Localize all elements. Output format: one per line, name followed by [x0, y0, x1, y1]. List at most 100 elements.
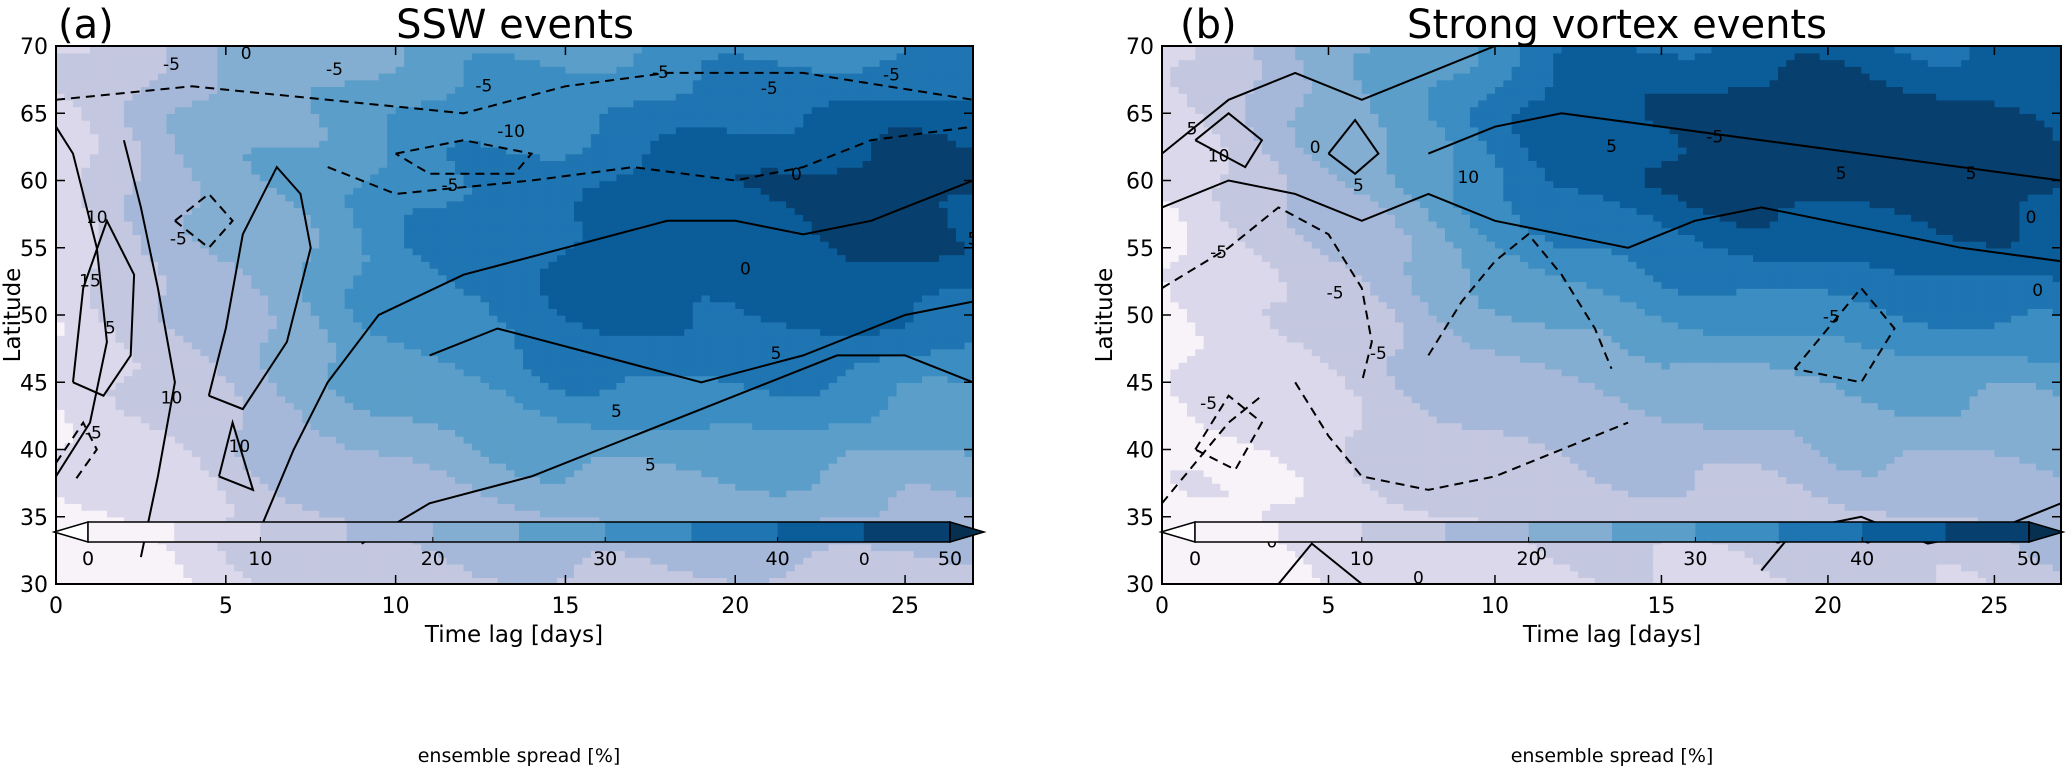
heatmap-cell	[828, 341, 838, 350]
heatmap-cell	[624, 550, 635, 558]
heatmap-cell	[837, 288, 847, 296]
heatmap-cell	[896, 570, 906, 578]
heatmap-cell	[684, 429, 694, 437]
heatmap-cell	[565, 570, 575, 578]
heatmap-cell	[463, 355, 473, 363]
heatmap-cell	[293, 496, 303, 504]
heatmap-cell	[336, 335, 346, 343]
heatmap-cell	[56, 308, 66, 316]
heatmap-cell	[854, 348, 864, 357]
heatmap-cell	[922, 489, 932, 498]
heatmap-cell	[174, 341, 185, 350]
heatmap-cell	[89, 341, 100, 350]
heatmap-cell	[607, 476, 618, 484]
heatmap-cell	[56, 341, 66, 350]
heatmap-cell	[395, 402, 405, 410]
heatmap-cell	[590, 415, 601, 424]
heatmap-cell	[582, 550, 592, 558]
heatmap-cell	[268, 415, 278, 424]
heatmap-cell	[327, 321, 337, 330]
heatmap-cell	[106, 301, 117, 309]
heatmap-cell	[72, 563, 83, 572]
heatmap-cell	[336, 570, 346, 578]
heatmap-cell	[922, 429, 932, 437]
heatmap-cell	[234, 294, 244, 303]
heatmap-cell	[183, 308, 193, 316]
heatmap-cell	[234, 429, 244, 437]
heatmap-cell	[81, 294, 91, 303]
heatmap-cell	[922, 315, 932, 323]
heatmap-cell	[794, 301, 804, 309]
heatmap-cell	[81, 388, 91, 397]
heatmap-cell	[64, 456, 74, 464]
heatmap-cell	[472, 570, 482, 578]
heatmap-cell	[157, 402, 168, 410]
heatmap-cell	[293, 362, 303, 370]
heatmap-cell	[429, 543, 439, 552]
heatmap-cell	[752, 462, 762, 471]
heatmap-cell	[684, 348, 694, 357]
heatmap-cell	[565, 489, 575, 498]
heatmap-cell	[72, 294, 83, 303]
heatmap-cell	[140, 503, 151, 511]
heatmap-cell	[421, 301, 431, 309]
heatmap-cell	[106, 469, 117, 478]
heatmap-cell	[616, 341, 626, 350]
heatmap-cell	[964, 543, 973, 552]
heatmap-cell	[573, 382, 584, 390]
heatmap-cell	[319, 510, 329, 518]
heatmap-cell	[472, 301, 482, 309]
heatmap-cell	[820, 355, 830, 363]
heatmap-cell	[548, 489, 558, 498]
heatmap-cell	[378, 415, 388, 424]
heatmap-cell	[446, 355, 456, 363]
heatmap-cell	[930, 308, 940, 316]
heatmap-cell	[387, 557, 397, 565]
heatmap-cell	[820, 503, 830, 511]
heatmap-cell	[735, 462, 745, 471]
heatmap-cell	[421, 483, 431, 491]
heatmap-cell	[641, 483, 652, 491]
heatmap-cell	[735, 442, 745, 451]
heatmap-cell	[463, 436, 473, 444]
heatmap-cell	[624, 355, 635, 363]
heatmap-cell	[964, 415, 973, 424]
heatmap-cell	[378, 510, 388, 518]
heatmap-cell	[854, 308, 864, 316]
heatmap-cell	[828, 348, 838, 357]
heatmap-cell	[217, 577, 227, 584]
heatmap-cell	[820, 476, 830, 484]
heatmap-cell	[616, 570, 626, 578]
heatmap-cell	[395, 382, 405, 390]
heatmap-cell	[871, 308, 881, 316]
heatmap-cell	[641, 395, 652, 404]
heatmap-cell	[862, 321, 872, 330]
heatmap-cell	[123, 315, 134, 323]
heatmap-cell	[947, 288, 957, 296]
heatmap-cell	[964, 516, 973, 525]
heatmap-cell	[820, 456, 830, 464]
heatmap-cell	[947, 335, 957, 343]
heatmap-cell	[590, 328, 601, 336]
heatmap-cell	[455, 483, 465, 491]
heatmap-cell	[922, 294, 932, 303]
heatmap-cell	[709, 348, 719, 357]
heatmap-cell	[463, 281, 473, 289]
heatmap-cell	[599, 543, 609, 552]
heatmap-cell	[327, 563, 337, 572]
heatmap-cell	[896, 281, 906, 289]
heatmap-cell	[115, 550, 125, 558]
heatmap-cell	[514, 557, 524, 565]
heatmap-cell	[353, 456, 363, 464]
heatmap-cell	[752, 321, 762, 330]
heatmap-cell	[607, 348, 618, 357]
heatmap-cell	[760, 328, 770, 336]
heatmap-cell	[98, 483, 108, 491]
heatmap-cell	[947, 563, 957, 572]
heatmap-cell	[353, 415, 363, 424]
heatmap-cell	[276, 462, 286, 471]
heatmap-cell	[208, 409, 219, 417]
heatmap-cell	[607, 503, 618, 511]
heatmap-cell	[905, 489, 915, 498]
heatmap-cell	[276, 274, 286, 283]
